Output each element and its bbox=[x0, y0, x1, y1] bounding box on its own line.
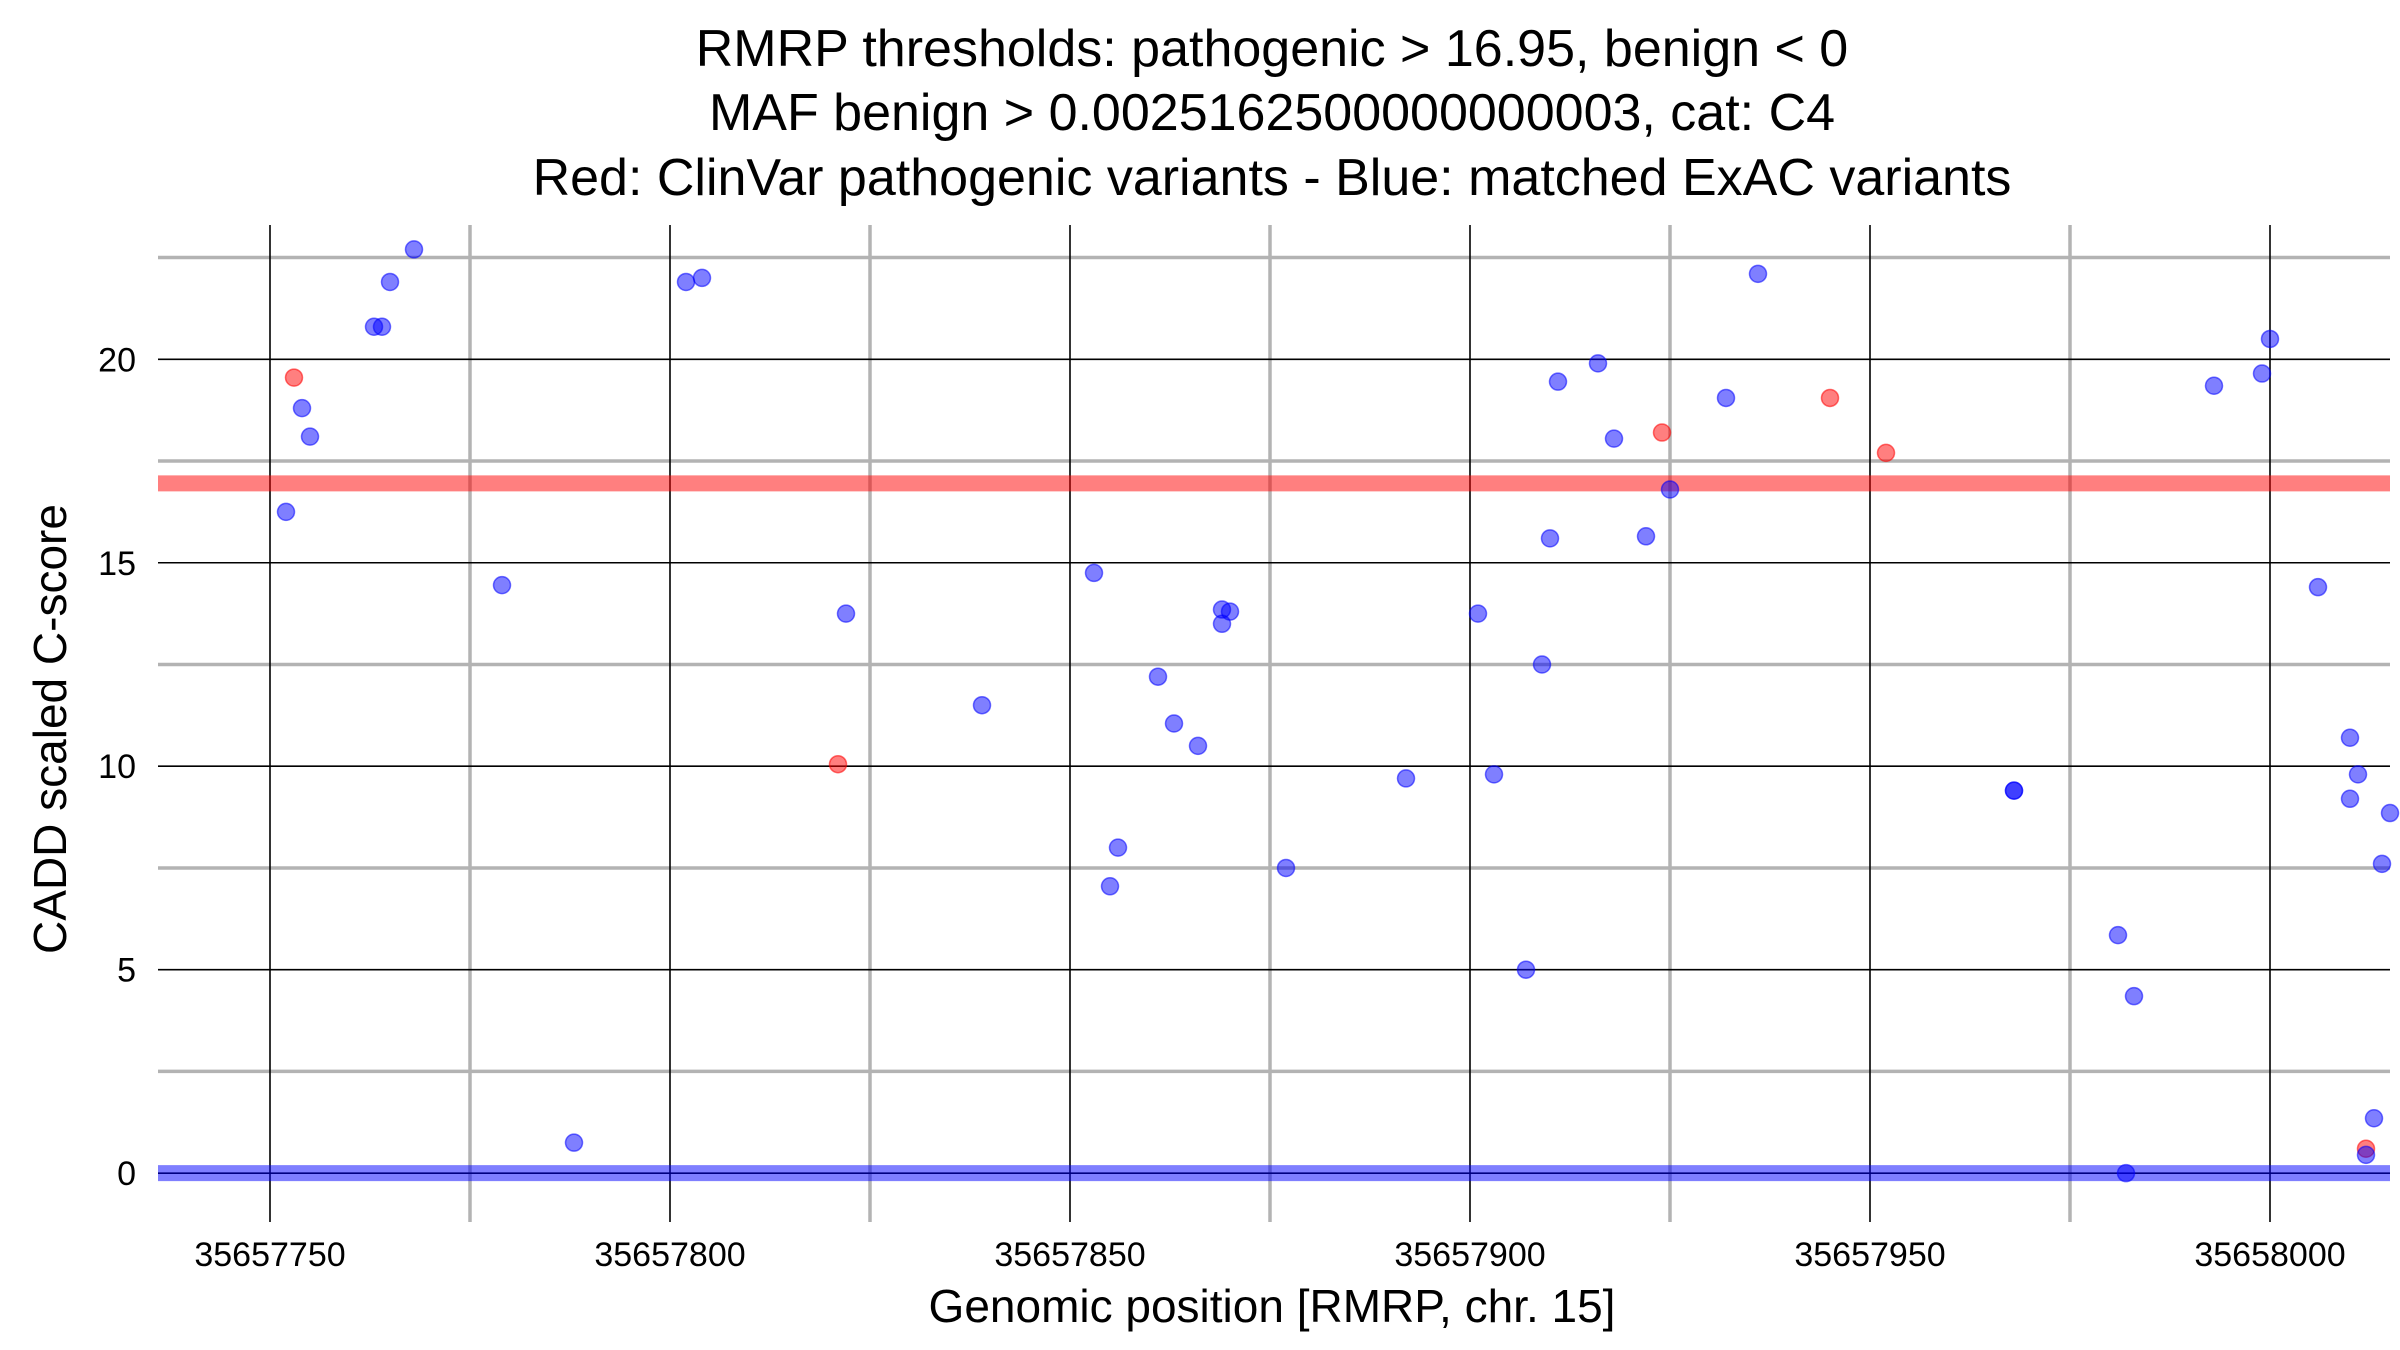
exac-variant-point bbox=[2004, 781, 2024, 800]
y-tick-label: 15 bbox=[98, 545, 136, 583]
threshold-lines bbox=[158, 475, 2390, 1182]
exac-variant-point bbox=[380, 272, 400, 292]
exac-variant-point bbox=[1468, 604, 1488, 623]
exac-variant-point bbox=[292, 398, 312, 418]
exac-variant-point bbox=[2124, 986, 2144, 1006]
y-axis-label: CADD scaled C-score bbox=[24, 504, 76, 954]
exac-variant-point bbox=[2204, 376, 2224, 395]
x-tick-label: 35657950 bbox=[1794, 1236, 1945, 1274]
exac-variant-point bbox=[1188, 736, 1208, 756]
exac-variant-point bbox=[2340, 789, 2360, 809]
exac-variant-point bbox=[2348, 765, 2368, 784]
exac-variant-point bbox=[1716, 388, 1736, 408]
exac-variant-point bbox=[564, 1133, 584, 1152]
y-tick-label: 5 bbox=[117, 952, 136, 990]
x-tick-label: 35657900 bbox=[1394, 1236, 1545, 1274]
exac-variant-point bbox=[1484, 765, 1504, 784]
exac-variant-point bbox=[404, 240, 424, 259]
exac-variant-point bbox=[676, 272, 696, 292]
exac-variant-point bbox=[2340, 728, 2360, 747]
clinvar-pathogenic-point bbox=[284, 368, 304, 387]
exac-variant-point bbox=[372, 317, 392, 336]
exac-variant-point bbox=[300, 427, 320, 446]
exac-variant-point bbox=[1532, 655, 1552, 674]
exac-variant-point bbox=[2116, 1163, 2136, 1183]
grid bbox=[158, 225, 2390, 1222]
exac-variant-point bbox=[276, 502, 296, 522]
x-tick-label: 35657850 bbox=[994, 1236, 1145, 1274]
exac-variant-point bbox=[2252, 364, 2272, 383]
x-axis-label: Genomic position [RMRP, chr. 15] bbox=[929, 1280, 1616, 1332]
exac-variant-point bbox=[1604, 429, 1624, 448]
exac-variant-point bbox=[1396, 769, 1416, 788]
exac-variant-point bbox=[1164, 714, 1184, 733]
exac-variant-point bbox=[1548, 372, 1568, 391]
clinvar-pathogenic-point bbox=[1876, 443, 1896, 463]
y-tick-label: 20 bbox=[98, 341, 136, 379]
title-line-1: RMRP thresholds: pathogenic > 16.95, ben… bbox=[696, 20, 1848, 78]
exac-variant-point bbox=[2260, 329, 2280, 349]
exac-variant-point bbox=[2108, 925, 2128, 945]
exac-variant-point bbox=[2308, 577, 2328, 597]
exac-variant-point bbox=[2356, 1145, 2376, 1165]
chart-title: RMRP thresholds: pathogenic > 16.95, ben… bbox=[533, 20, 2012, 207]
clinvar-pathogenic-point bbox=[1820, 388, 1840, 408]
clinvar-pathogenic-point bbox=[1652, 423, 1672, 442]
exac-variant-point bbox=[692, 268, 712, 288]
exac-variant-point bbox=[1108, 838, 1128, 857]
title-line-2: MAF benign > 0.0025162500000000003, cat:… bbox=[709, 84, 1835, 142]
exac-variant-point bbox=[492, 575, 512, 595]
exac-variant-point bbox=[1636, 527, 1656, 546]
exac-variant-point bbox=[1084, 563, 1104, 583]
exac-variant-point bbox=[1100, 877, 1120, 896]
y-tick-label: 10 bbox=[98, 748, 136, 786]
exac-variant-point bbox=[1276, 858, 1296, 878]
data-points bbox=[276, 240, 2400, 1183]
exac-variant-point bbox=[2364, 1108, 2384, 1128]
exac-variant-point bbox=[2380, 803, 2400, 823]
exac-variant-point bbox=[2372, 854, 2392, 874]
y-tick-label: 0 bbox=[117, 1155, 136, 1193]
exac-variant-point bbox=[1540, 529, 1560, 548]
x-tick-label: 35658000 bbox=[2194, 1236, 2345, 1274]
exac-variant-point bbox=[972, 695, 992, 715]
exac-variant-point bbox=[836, 604, 856, 623]
exac-variant-point bbox=[1748, 264, 1768, 284]
exac-variant-point bbox=[1660, 480, 1680, 499]
exac-variant-point bbox=[1148, 667, 1168, 686]
exac-variant-point bbox=[1220, 602, 1240, 621]
title-line-3: Red: ClinVar pathogenic variants - Blue:… bbox=[533, 149, 2012, 207]
clinvar-pathogenic-point bbox=[828, 754, 848, 774]
exac-variant-point bbox=[1516, 960, 1536, 979]
x-tick-label: 35657750 bbox=[194, 1236, 345, 1274]
exac-variant-point bbox=[1588, 354, 1608, 373]
y-axis-ticks: 0 5 10 15 20 bbox=[98, 341, 136, 1193]
x-tick-label: 35657800 bbox=[594, 1236, 745, 1274]
x-axis-ticks: 35657750 35657800 35657850 35657900 35657950… bbox=[194, 1236, 2345, 1274]
